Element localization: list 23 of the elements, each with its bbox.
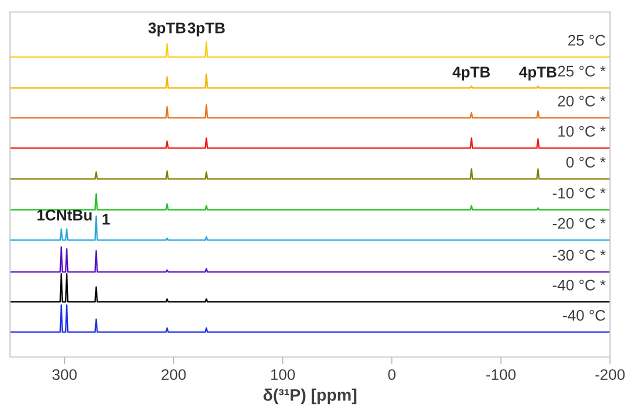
series-label: -40 °C xyxy=(563,310,606,321)
series-label: -10 °C * xyxy=(552,188,606,199)
series-label: -30 °C * xyxy=(552,250,606,261)
x-tick-label: -200 xyxy=(595,369,625,380)
annotation: 4pTB xyxy=(519,66,556,80)
annotation: 3pTB xyxy=(188,22,225,36)
annotation: 3pTB xyxy=(148,22,186,36)
annotation: 1 xyxy=(102,214,110,224)
x-tick-label: -100 xyxy=(486,369,516,380)
series-label: 25 °C xyxy=(568,34,606,46)
series-label: 10 °C * xyxy=(558,126,606,137)
x-axis-title: δ(³¹P) [ppm] xyxy=(264,388,356,404)
annotation: 4pTB xyxy=(452,66,490,80)
series-label: -20 °C * xyxy=(552,218,606,229)
x-tick-label: 200 xyxy=(162,369,186,380)
series-label: 25 °C * xyxy=(558,66,606,77)
series-label: -40 °C * xyxy=(552,280,606,291)
x-tick-label: 100 xyxy=(271,369,295,380)
series-label: 0 °C * xyxy=(566,156,606,168)
series-label: 20 °C * xyxy=(558,96,606,107)
annotation: 1CNtBu xyxy=(38,210,92,221)
x-tick-label: 300 xyxy=(52,369,77,380)
x-tick-label: 0 xyxy=(388,369,396,380)
